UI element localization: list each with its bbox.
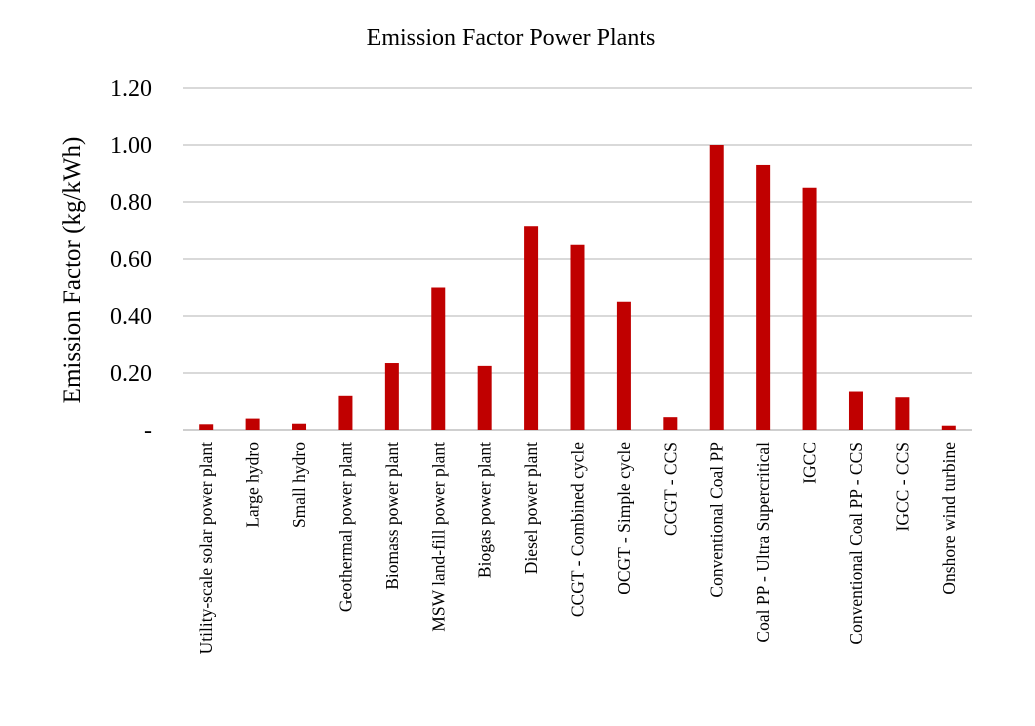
bar bbox=[663, 417, 678, 430]
bar bbox=[848, 391, 863, 430]
chart-title: Emission Factor Power Plants bbox=[367, 25, 656, 51]
bar bbox=[477, 365, 492, 430]
y-tick-label: 0.20 bbox=[110, 361, 152, 387]
x-tick-label: CCGT - CCS bbox=[660, 442, 680, 536]
bar bbox=[292, 423, 307, 430]
x-tick-label: Large hydro bbox=[243, 442, 263, 528]
bar bbox=[524, 226, 539, 430]
y-tick-label: 1.00 bbox=[110, 133, 152, 159]
y-tick-label: 0.80 bbox=[110, 190, 152, 216]
bar bbox=[709, 145, 724, 430]
x-tick-label: IGCC - CCS bbox=[892, 442, 912, 531]
y-axis-label: Emission Factor (kg/kWh) bbox=[59, 137, 86, 404]
x-tick-label: Conventional Coal PP - CCS bbox=[846, 442, 866, 645]
x-tick-label: Diesel power plant bbox=[521, 442, 541, 574]
bar bbox=[756, 164, 771, 430]
bar bbox=[431, 287, 446, 430]
bar bbox=[616, 301, 631, 430]
x-tick-label: Small hydro bbox=[289, 442, 309, 528]
y-axis-ticks: - 0.20 0.40 0.60 0.80 1.00 1.20 bbox=[110, 76, 152, 444]
bar bbox=[384, 363, 399, 430]
bar bbox=[338, 395, 353, 430]
x-tick-label: Biomass power plant bbox=[382, 442, 402, 590]
bar bbox=[245, 418, 260, 430]
x-tick-label: Coal PP - Ultra Supercritical bbox=[753, 442, 773, 643]
bars bbox=[199, 145, 956, 430]
y-tick-label: 1.20 bbox=[110, 76, 152, 102]
y-tick-label: 0.40 bbox=[110, 304, 152, 330]
y-tick-label: 0.60 bbox=[110, 247, 152, 273]
x-tick-label: OCGT - Simple cycle bbox=[614, 442, 634, 595]
x-tick-label: Utility-scale solar power plant bbox=[196, 442, 216, 655]
bar bbox=[941, 425, 956, 430]
x-tick-label: Onshore wind turbine bbox=[939, 442, 959, 595]
x-tick-label: Geothermal power plant bbox=[335, 442, 355, 612]
bar bbox=[570, 244, 585, 430]
y-tick-label: - bbox=[144, 418, 152, 444]
x-tick-label: Biogas power plant bbox=[475, 442, 495, 578]
bar bbox=[895, 397, 910, 430]
x-tick-label: MSW land-fill power plant bbox=[428, 442, 448, 632]
x-tick-label: CCGT - Combined cycle bbox=[568, 442, 588, 617]
bar bbox=[199, 424, 214, 430]
x-axis-ticks: Utility-scale solar power plant Large hyd… bbox=[196, 442, 959, 655]
x-tick-label: Conventional Coal PP bbox=[707, 442, 727, 598]
bar bbox=[802, 187, 817, 430]
x-tick-label: IGCC bbox=[800, 442, 820, 484]
